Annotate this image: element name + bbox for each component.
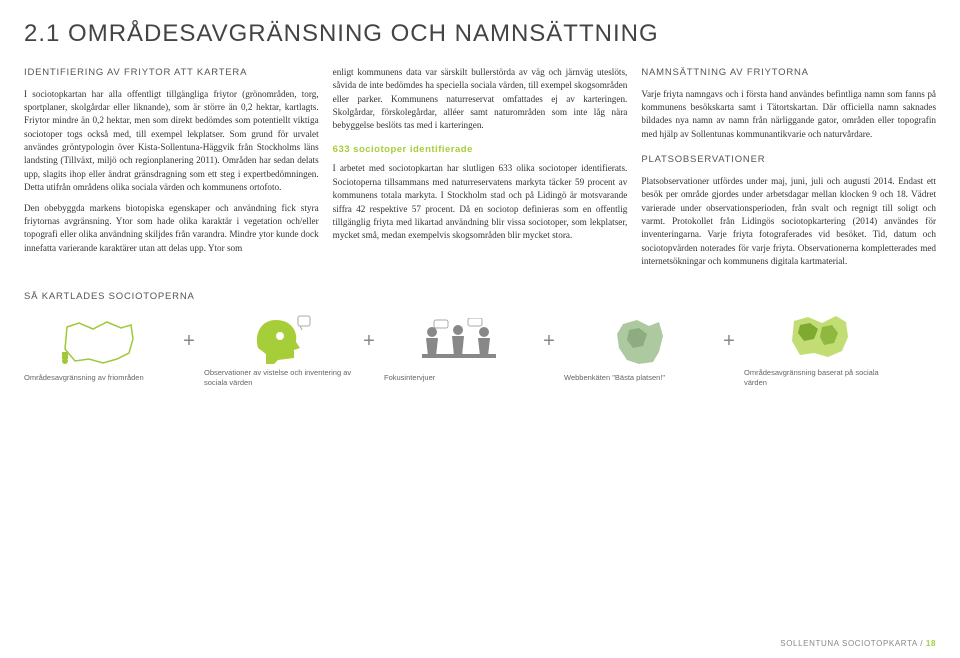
process-item-2: Observationer av vistelse och inventerin…	[204, 312, 354, 388]
plus-icon: +	[362, 330, 376, 353]
process-caption-4: Webbenkäten "Bästa platsen!"	[564, 373, 665, 383]
page-title: 2.1 OMRÅDESAVGRÄNSNING OCH NAMNSÄTTNING	[24, 20, 936, 48]
col1-para-2: Den obebyggda markens biotopiska egenska…	[24, 202, 319, 255]
process-item-1: Områdesavgränsning av friområden	[24, 317, 174, 383]
process-item-3: Fokusintervjuer	[384, 317, 534, 383]
col2-subheading: 633 sociotoper identifierade	[333, 143, 628, 157]
plus-icon: +	[542, 330, 556, 353]
plus-icon: +	[722, 330, 736, 353]
page-footer: SOLLENTUNA SOCIOTOPKARTA / 18	[780, 639, 936, 648]
col3-para-2: Platsobservationer utfördes under maj, j…	[641, 175, 936, 268]
process-caption-2: Observationer av vistelse och inventerin…	[204, 368, 354, 388]
col2-para-2: I arbetet med sociotopkartan har slutlig…	[333, 162, 628, 242]
col2-para-1: enligt kommunens data var särskilt bulle…	[333, 66, 628, 133]
plus-icon: +	[182, 330, 196, 353]
map-outline-icon	[24, 317, 174, 369]
process-title: SÅ KARTLADES SOCIOTOPERNA	[24, 291, 936, 302]
col3-heading-1: NAMNSÄTTNING AV FRIYTORNA	[641, 66, 936, 80]
footer-page-number: 18	[926, 639, 936, 648]
col3-para-1: Varje friyta namngavs och i första hand …	[641, 88, 936, 141]
process-item-4: Webbenkäten "Bästa platsen!"	[564, 317, 714, 383]
process-item-5: Områdesavgränsning baserat på sociala vä…	[744, 312, 894, 388]
col1-heading: IDENTIFIERING AV FRIYTOR ATT KARTERA	[24, 66, 319, 80]
col3-heading-2: PLATSOBSERVATIONER	[641, 153, 936, 167]
map-filled-icon	[744, 312, 894, 364]
col1-para-1: I sociotopkartan har alla offentligt til…	[24, 88, 319, 195]
interview-people-icon	[384, 317, 534, 369]
process-caption-1: Områdesavgränsning av friområden	[24, 373, 144, 383]
column-1: IDENTIFIERING AV FRIYTOR ATT KARTERA I s…	[24, 66, 319, 275]
map-region-icon	[564, 317, 714, 369]
observer-head-icon	[204, 312, 354, 364]
process-row: Områdesavgränsning av friområden + Obser…	[24, 312, 936, 388]
process-caption-5: Områdesavgränsning baserat på sociala vä…	[744, 368, 894, 388]
text-columns: IDENTIFIERING AV FRIYTOR ATT KARTERA I s…	[24, 66, 936, 275]
column-2: enligt kommunens data var särskilt bulle…	[333, 66, 628, 275]
footer-label: SOLLENTUNA SOCIOTOPKARTA	[780, 639, 917, 648]
footer-sep: /	[920, 639, 923, 648]
column-3: NAMNSÄTTNING AV FRIYTORNA Varje friyta n…	[641, 66, 936, 275]
process-caption-3: Fokusintervjuer	[384, 373, 435, 383]
